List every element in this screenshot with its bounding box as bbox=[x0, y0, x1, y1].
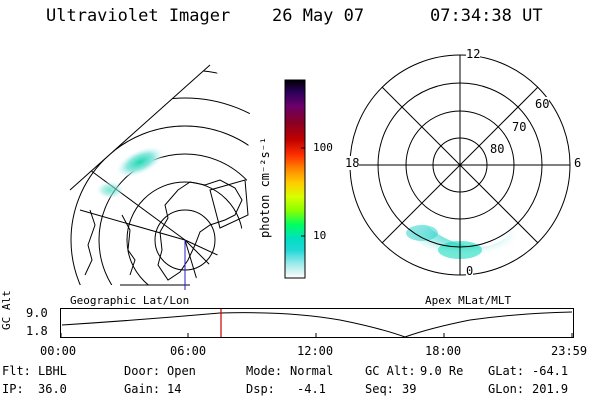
coastline bbox=[121, 214, 136, 276]
lat-circle bbox=[70, 125, 250, 285]
gc-alt-label: GC Alt: bbox=[365, 364, 416, 378]
timeline-x-tick: 23:59 bbox=[551, 344, 588, 358]
ip-label: IP: bbox=[2, 382, 24, 396]
colorbar-unit-label: photon cm⁻²s⁻¹ bbox=[258, 136, 272, 238]
seq-value: 39 bbox=[402, 382, 417, 396]
door-value: Open bbox=[167, 364, 196, 378]
gc-alt-value: 9.0 Re bbox=[420, 364, 464, 378]
glon-label: GLon: bbox=[488, 382, 525, 396]
coastline bbox=[84, 209, 96, 276]
aurora-emission bbox=[96, 181, 124, 199]
ip-value: 36.0 bbox=[38, 382, 67, 396]
glat-value: -64.1 bbox=[532, 364, 569, 378]
aurora-emission bbox=[115, 146, 165, 178]
dsp-label: Dsp: bbox=[246, 382, 275, 396]
mlt-label-12: 12 bbox=[466, 47, 481, 61]
mlt-label-6: 6 bbox=[574, 156, 582, 170]
geographic-map bbox=[69, 64, 250, 290]
polar-plot-caption: Apex MLat/MLT bbox=[425, 294, 512, 307]
filter-label: Flt: bbox=[2, 364, 31, 378]
gain-value: 14 bbox=[167, 382, 182, 396]
lon-line bbox=[79, 209, 186, 241]
dsp-value: -4.1 bbox=[297, 382, 326, 396]
mode-value: Normal bbox=[290, 364, 334, 378]
glat-label: GLat: bbox=[488, 364, 525, 378]
timeline-x-tick: 12:00 bbox=[297, 344, 334, 358]
mode-label: Mode: bbox=[246, 364, 283, 378]
mlat-label-80: 80 bbox=[490, 142, 505, 156]
mlat-label-60: 60 bbox=[535, 97, 550, 111]
door-label: Door: bbox=[124, 364, 161, 378]
aurora-emission bbox=[406, 225, 438, 241]
timeline-frame bbox=[60, 308, 574, 338]
left-map-caption: Geographic Lat/Lon bbox=[70, 294, 190, 307]
lat-circle bbox=[70, 97, 250, 285]
gain-label: Gain: bbox=[124, 382, 161, 396]
timeline-y-tick: 9.0 bbox=[26, 306, 48, 320]
altitude-curve bbox=[61, 311, 573, 338]
lat-circle bbox=[98, 153, 250, 285]
seq-label: Seq: bbox=[365, 382, 394, 396]
coastline bbox=[157, 179, 243, 281]
timeline-x-tick: 00:00 bbox=[40, 344, 77, 358]
colorbar bbox=[284, 79, 306, 279]
mlt-label-18: 18 bbox=[345, 156, 360, 170]
date-label: 26 May 07 bbox=[272, 6, 365, 26]
timeline-x-tick: 06:00 bbox=[170, 344, 207, 358]
filter-value: LBHL bbox=[38, 364, 67, 378]
timeline-y-tick: 1.8 bbox=[26, 324, 48, 338]
time-label: 07:34:38 UT bbox=[430, 6, 543, 26]
lon-line bbox=[89, 169, 186, 241]
glon-value: 201.9 bbox=[532, 382, 569, 396]
mlt-label-0: 0 bbox=[466, 264, 474, 278]
colorbar-tick: 10 bbox=[313, 229, 327, 242]
mlt-axis bbox=[381, 86, 539, 244]
polar-plot bbox=[349, 54, 571, 276]
timeline-x-tick: 18:00 bbox=[425, 344, 462, 358]
mlat-label-70: 70 bbox=[512, 120, 527, 134]
instrument-title: Ultraviolet Imager bbox=[46, 6, 231, 26]
altitude-timeline bbox=[60, 308, 574, 338]
colorbar-gradient bbox=[284, 79, 306, 279]
colorbar-tick: 100 bbox=[313, 141, 333, 154]
timeline-axis-label: GC Alt bbox=[0, 290, 13, 330]
